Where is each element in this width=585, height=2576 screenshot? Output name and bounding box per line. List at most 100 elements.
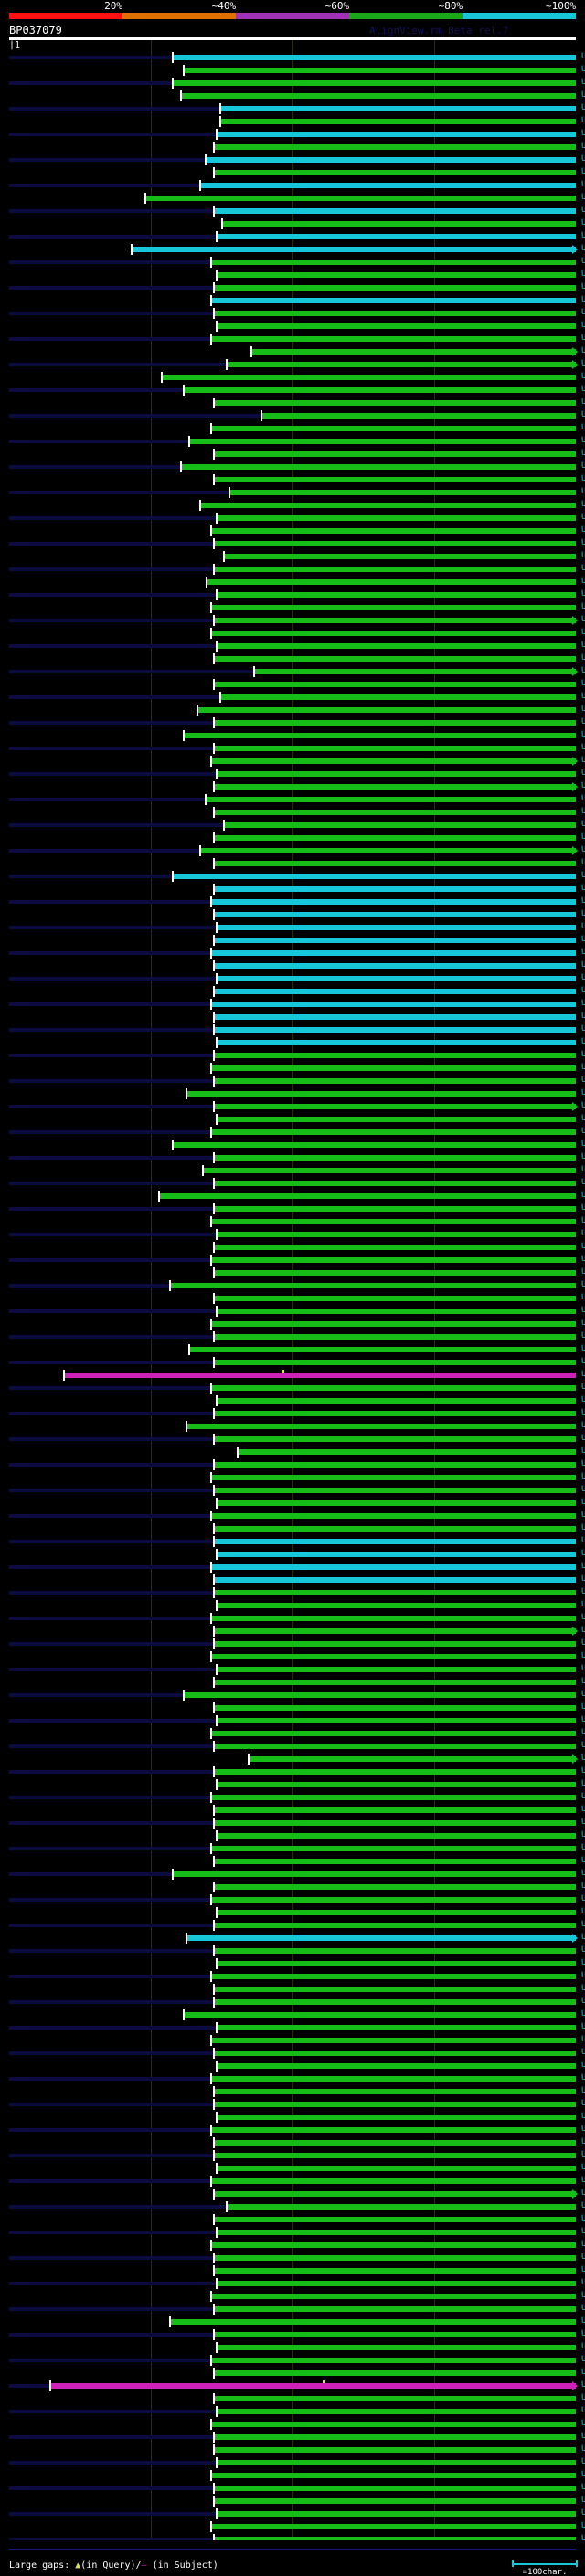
hit-label[interactable]: UniRef100_A31D44 — [581, 2214, 585, 2223]
hit-label[interactable]: UniRef100_B4D4S1 — [581, 1472, 585, 1481]
hit-bar[interactable] — [213, 810, 576, 815]
hit-label[interactable]: UniRef100_C4RCA7 — [581, 1293, 585, 1302]
hit-label[interactable]: UniRef100_C6C4J2 — [581, 2201, 585, 2210]
alignment-row[interactable]: UniRef100_Q1VCC7 — [0, 2111, 585, 2124]
hit-bar[interactable] — [213, 1181, 576, 1186]
alignment-row[interactable]: UniRef100_B9SY85 — [0, 51, 585, 64]
hit-label[interactable]: UniRef100_A7HD61 — [581, 1728, 585, 1737]
alignment-row[interactable]: UniRef100_A3Q6C4 — [0, 1228, 585, 1241]
alignment-row[interactable]: UniRef100_Q24552 — [0, 1625, 585, 1638]
hit-label[interactable]: UniRef100_UPI0001BCB7A4 — [581, 65, 585, 74]
hit-bar[interactable] — [210, 2242, 576, 2248]
alignment-row[interactable]: UniRef100_C5Y2S6 — [0, 947, 585, 959]
hit-label[interactable]: UniRef100_Q1UV66 — [581, 1958, 585, 1967]
hit-label[interactable]: UniRef100_Q5H3N6 — [581, 1562, 585, 1571]
hit-label[interactable]: UniRef100_C5BC93 — [581, 1050, 585, 1059]
hit-label[interactable]: UniRef100_D1L4P5 — [581, 1741, 585, 1750]
alignment-row[interactable]: UniRef100_Q9LP67 — [0, 269, 585, 281]
hit-label[interactable]: UniRef100_B9MYG8 — [581, 666, 585, 675]
hit-label[interactable]: UniRef100_Q3E3K2 — [581, 781, 585, 790]
alignment-row[interactable]: UniRef100_A49XV9 — [0, 2443, 585, 2456]
alignment-row[interactable]: UniRef100_Q9SL7 — [0, 1113, 585, 1126]
alignment-row[interactable]: UniRef100_D8R7R6 — [0, 307, 585, 320]
hit-label[interactable]: UniRef100_C5RA42 — [581, 1203, 585, 1213]
hit-bar[interactable] — [213, 2268, 576, 2274]
hit-bar[interactable] — [145, 196, 576, 201]
hit-bar[interactable] — [213, 567, 576, 572]
alignment-row[interactable]: UniRef100_B9RHR1 — [0, 397, 585, 409]
alignment-row[interactable]: UniRef100_B2J1UL — [0, 1663, 585, 1676]
hit-bar[interactable] — [183, 2012, 576, 2018]
hit-label[interactable]: UniRef100_Q6P027 — [581, 1945, 585, 1955]
hit-bar[interactable] — [213, 963, 576, 969]
alignment-row[interactable]: UniRef100_O5W26 — [0, 1420, 585, 1433]
hit-bar[interactable] — [210, 1385, 576, 1391]
hit-bar[interactable] — [216, 2166, 576, 2171]
alignment-row[interactable]: UniRef100_C5XSB0 — [0, 166, 585, 179]
hit-bar[interactable] — [213, 2217, 576, 2222]
hit-bar[interactable] — [210, 631, 576, 636]
hit-label[interactable]: UniRef100_B9QF1S — [581, 2035, 585, 2044]
hit-label[interactable]: UniRef100_D4D167 — [581, 2380, 585, 2390]
hit-label[interactable]: UniRef100_C3EB38 — [581, 1306, 585, 1315]
alignment-row[interactable]: UniRef100_C6C4J2 — [0, 2200, 585, 2213]
hit-label[interactable]: UniRef100_P15974 — [581, 1830, 585, 1839]
hit-bar[interactable] — [213, 2332, 576, 2337]
alignment-row[interactable]: UniRef100_B9RA04 — [0, 768, 585, 780]
hit-bar[interactable] — [210, 2473, 576, 2478]
alignment-row[interactable]: UniRef100_Q0D2L5 — [0, 256, 585, 269]
hit-label[interactable]: UniRef100_B4WRB9 — [581, 1600, 585, 1609]
alignment-row[interactable]: UniRef100_B9FI16 — [0, 141, 585, 154]
hit-bar[interactable] — [213, 1270, 576, 1276]
hit-label[interactable]: UniRef100_B9GY93 — [581, 487, 585, 496]
hit-label[interactable]: UniRef100_A4LHZ7 — [581, 1498, 585, 1507]
hit-bar[interactable] — [216, 1961, 576, 1966]
alignment-row[interactable]: UniRef100_B9DW41 — [0, 1842, 585, 1855]
hit-label[interactable]: UniRef100_Q9RA55 — [581, 1536, 585, 1545]
hit-label[interactable]: UniRef100_C8QG37 — [581, 2342, 585, 2351]
alignment-row[interactable]: UniRef100_D4D167 — [0, 2380, 585, 2392]
alignment-row[interactable]: UniRef100_B3F1W5 — [0, 1650, 585, 1663]
hit-bar[interactable] — [213, 2498, 576, 2504]
hit-label[interactable]: UniRef100_B9G4T7 — [581, 1920, 585, 1929]
alignment-row[interactable]: UniRef100_A0M8C9 — [0, 896, 585, 908]
alignment-row[interactable]: UniRef100_B4WRB9 — [0, 1599, 585, 1612]
hit-label[interactable]: UniRef100_C1RFE9 — [581, 2316, 585, 2326]
hit-bar[interactable] — [213, 2486, 576, 2491]
hit-bar[interactable] — [199, 503, 576, 508]
hit-bar[interactable] — [229, 490, 576, 495]
alignment-row[interactable]: UniRef100_P15974 — [0, 1829, 585, 1842]
hit-bar[interactable] — [210, 2038, 576, 2043]
alignment-row[interactable]: UniRef100_Q9AG01 — [0, 1522, 585, 1535]
alignment-row[interactable]: UniRef100_B9IG16 — [0, 281, 585, 294]
hit-bar[interactable] — [210, 1616, 576, 1621]
hit-label[interactable]: UniRef100_A5PAW5 — [581, 692, 585, 701]
hit-label[interactable]: UniRef100_D8C3S5 — [581, 2470, 585, 2479]
alignment-row[interactable]: UniRef100_A2WGB7 — [0, 2188, 585, 2200]
hit-bar[interactable] — [213, 746, 576, 751]
hit-bar[interactable] — [213, 1488, 576, 1493]
hit-bar[interactable] — [213, 618, 576, 623]
hit-bar[interactable] — [210, 298, 576, 303]
hit-label[interactable]: UniRef100_B1E3D8 — [581, 1331, 585, 1341]
hit-label[interactable]: UniRef100_B4FLA9 — [581, 218, 585, 228]
alignment-row[interactable]: UniRef100_B9SW22 — [0, 333, 585, 345]
hit-bar[interactable] — [213, 1245, 576, 1250]
alignment-row[interactable]: UniRef100_A9Z3J8 — [0, 2405, 585, 2418]
hit-label[interactable]: UniRef100_B9HXR5 — [581, 756, 585, 765]
alignment-row[interactable]: UniRef100_A5DD70 — [0, 2264, 585, 2277]
hit-bar[interactable] — [210, 1002, 576, 1007]
alignment-row[interactable]: UniRef100_C8QG37 — [0, 2341, 585, 2354]
alignment-row[interactable]: UniRef100_C5Y9N1 — [0, 461, 585, 473]
hit-label[interactable]: UniRef100_Q5N8K4 — [581, 474, 585, 483]
hit-bar[interactable] — [213, 2434, 576, 2440]
hit-label[interactable]: UniRef100_B9ZWR3 — [581, 1383, 585, 1392]
alignment-row[interactable]: UniRef100_B1J413 — [0, 1484, 585, 1497]
alignment-row[interactable]: UniRef100_C1RFE9 — [0, 2316, 585, 2328]
hit-label[interactable]: UniRef100_B6TLF3 — [581, 206, 585, 215]
hit-label[interactable]: UniRef100_B130FB — [581, 1971, 585, 1980]
hit-label[interactable]: UniRef100_A47UC7 — [581, 2457, 585, 2466]
hit-label[interactable]: UniRef100_Q9C192 — [581, 2329, 585, 2338]
hit-label[interactable]: UniRef100_B8CYL2 — [581, 2368, 585, 2377]
alignment-row[interactable]: UniRef100_Q8LNM2 — [0, 627, 585, 640]
